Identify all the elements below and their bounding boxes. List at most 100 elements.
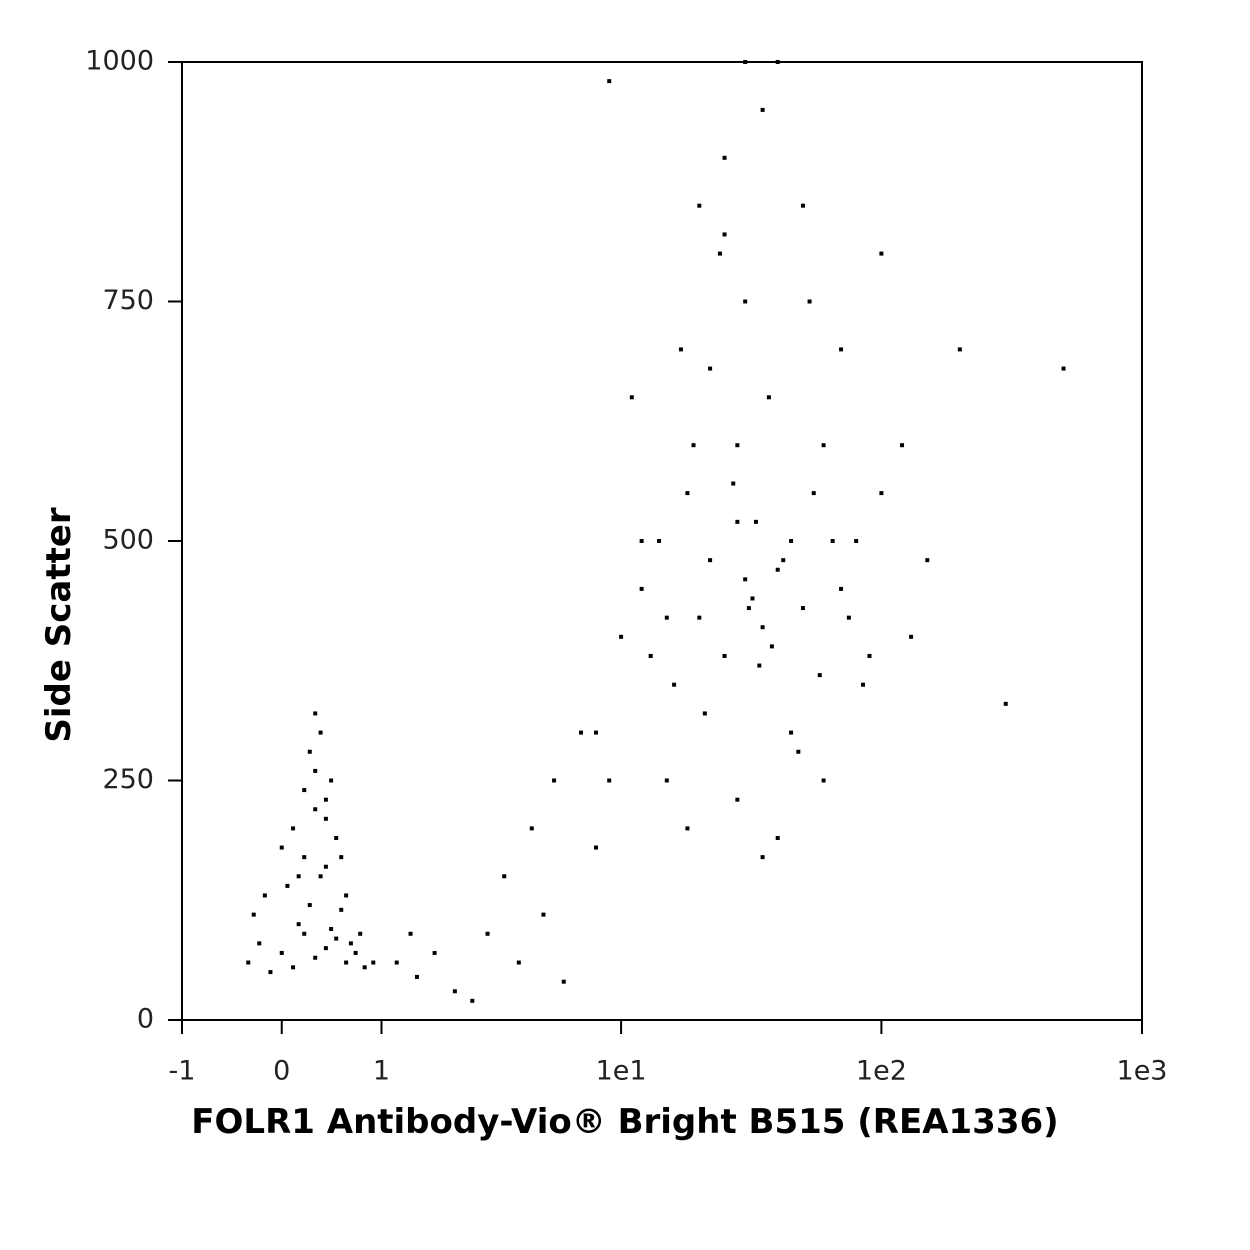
event-dot	[789, 730, 794, 735]
event-dot	[334, 936, 339, 941]
event-dot	[760, 107, 765, 112]
event-dot	[722, 653, 727, 658]
event-dot	[307, 749, 312, 754]
event-dot	[502, 874, 507, 879]
event-dot	[854, 539, 859, 543]
event-dot	[769, 644, 774, 649]
event-dot	[339, 907, 344, 912]
plot-frame	[181, 61, 1143, 1021]
event-dot	[619, 634, 624, 639]
event-dot	[746, 606, 751, 611]
event-dot	[830, 539, 835, 543]
event-dot	[757, 663, 762, 668]
event-dot	[323, 797, 328, 802]
event-dot	[839, 347, 844, 352]
event-dot	[900, 443, 905, 448]
event-dot	[593, 845, 598, 850]
event-dot	[735, 797, 740, 802]
event-dot	[1061, 366, 1066, 371]
event-dot	[708, 558, 713, 563]
event-dot	[291, 965, 296, 970]
event-dot	[657, 539, 662, 543]
event-dot	[817, 673, 822, 678]
event-dot	[750, 596, 755, 601]
event-dot	[362, 965, 367, 970]
x-tick-label: -1	[169, 1056, 196, 1087]
event-dot	[470, 998, 475, 1003]
event-dot	[735, 443, 740, 448]
event-dot	[648, 653, 653, 658]
event-dot	[371, 960, 376, 965]
event-dot	[629, 395, 634, 400]
event-dot	[334, 835, 339, 840]
y-tick-label: 1000	[85, 46, 154, 77]
event-dot	[246, 960, 251, 965]
event-dot	[766, 395, 771, 400]
event-dot	[607, 778, 612, 783]
event-dot	[925, 558, 930, 563]
event-dot	[452, 989, 457, 994]
y-tick-label: 500	[102, 525, 154, 556]
event-dot	[279, 950, 284, 955]
event-dot	[639, 586, 644, 591]
event-dot	[302, 931, 307, 936]
event-dot	[760, 855, 765, 860]
event-dot	[879, 491, 884, 496]
event-dot	[344, 960, 349, 965]
event-dot	[607, 79, 612, 84]
event-dot	[313, 768, 318, 773]
event-dot	[846, 615, 851, 620]
event-dot	[879, 251, 884, 256]
event-dot	[323, 816, 328, 821]
event-dot	[302, 788, 307, 793]
event-dot	[753, 519, 758, 524]
x-tick-label: 1e1	[596, 1056, 647, 1087]
x-tick-label: 1	[373, 1056, 390, 1087]
event-dot	[735, 519, 740, 524]
event-dot	[743, 299, 748, 304]
event-dot	[909, 634, 914, 639]
event-dot	[760, 625, 765, 630]
y-axis-title: Side Scatter	[39, 507, 79, 743]
event-dot	[353, 950, 358, 955]
event-dot	[708, 366, 713, 371]
event-dot	[697, 615, 702, 620]
event-dot	[800, 606, 805, 611]
event-dot	[593, 730, 598, 735]
event-dot	[285, 883, 290, 888]
event-dot	[731, 481, 736, 486]
event-dot	[529, 826, 534, 831]
event-dot	[516, 960, 521, 965]
event-dot	[323, 864, 328, 869]
event-dot	[717, 251, 722, 256]
event-dot	[279, 845, 284, 850]
event-dot	[807, 299, 812, 304]
event-dot	[821, 778, 826, 783]
y-tick-label: 750	[102, 285, 154, 316]
event-dot	[344, 893, 349, 898]
event-dot	[541, 912, 546, 917]
event-dot	[329, 926, 334, 931]
event-dot	[329, 778, 334, 783]
event-dot	[775, 835, 780, 840]
event-dot	[358, 931, 363, 936]
event-dot	[552, 778, 557, 783]
event-dot	[789, 539, 794, 543]
event-dot	[775, 567, 780, 572]
event-dot	[339, 855, 344, 860]
event-dot	[722, 232, 727, 237]
event-dot	[743, 60, 748, 64]
event-dot	[313, 955, 318, 960]
x-axis-title: FOLR1 Antibody-Vio® Bright B515 (REA1336…	[191, 1102, 1058, 1142]
event-dot	[678, 347, 683, 352]
event-dot	[318, 730, 323, 735]
event-dot	[800, 203, 805, 208]
event-dot	[313, 807, 318, 812]
event-dot	[1003, 701, 1008, 706]
event-dot	[821, 443, 826, 448]
y-tick-label: 250	[102, 764, 154, 795]
event-dot	[561, 979, 566, 984]
event-dot	[251, 912, 256, 917]
event-dot	[408, 931, 413, 936]
event-dot	[296, 874, 301, 879]
